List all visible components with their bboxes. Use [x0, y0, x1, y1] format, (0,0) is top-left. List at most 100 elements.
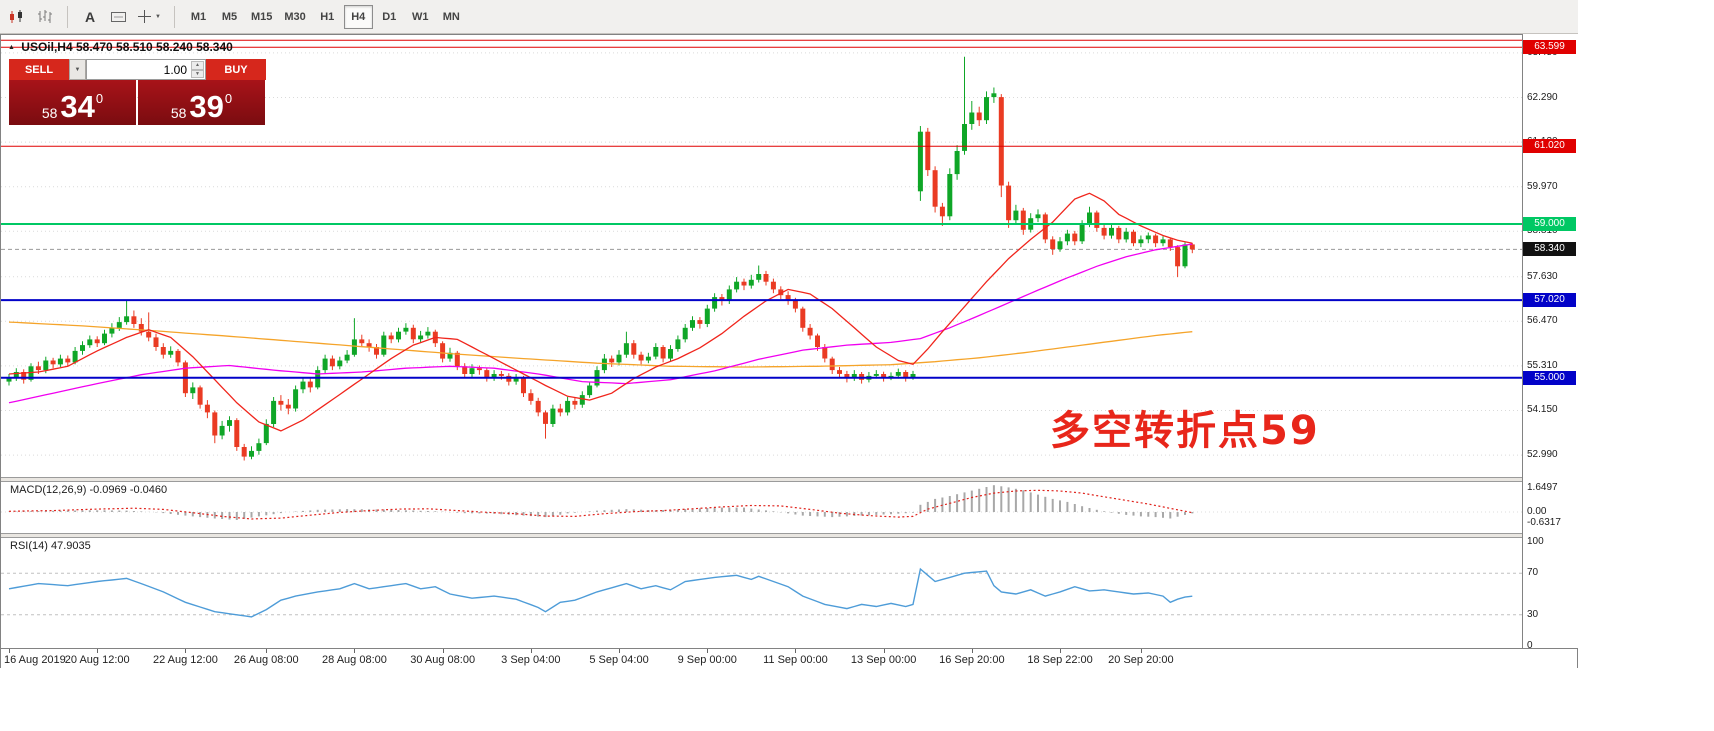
buy-price-integer: 58	[170, 105, 187, 121]
ohlc-bars-icon	[38, 10, 52, 23]
price-level-badge: 63.599	[1523, 40, 1576, 55]
volume-input[interactable]	[87, 60, 205, 79]
timeframe-h1-button[interactable]: H1	[313, 5, 342, 29]
toolbar: A ▼ M1 M5 M15 M30 H1 H4 D1 W1 MN	[0, 0, 1578, 34]
time-axis-label: 30 Aug 08:00	[410, 654, 476, 666]
sell-price-point: 0	[95, 91, 104, 106]
timeframe-m1-button[interactable]: M1	[184, 5, 213, 29]
timeframe-m5-button[interactable]: M5	[215, 5, 244, 29]
price-axis[interactable]: 63.45062.29061.13059.97058.81057.63056.4…	[1522, 34, 1578, 648]
order-type-dropdown[interactable]: ▼	[69, 59, 86, 80]
buy-price-point: 0	[224, 91, 233, 106]
rsi-axis-label: 30	[1527, 608, 1539, 620]
time-axis-tick	[619, 649, 621, 653]
rectangle-tool-button[interactable]	[105, 4, 131, 30]
main-chart-canvas[interactable]	[1, 36, 1522, 477]
price-axis-label: 55.310	[1527, 359, 1558, 371]
time-axis-tick	[442, 649, 444, 653]
crosshair-icon	[138, 10, 151, 23]
candlestick-chart-icon	[10, 9, 22, 23]
time-axis-tick	[354, 649, 356, 653]
buy-price-pips: 39	[189, 89, 224, 124]
time-axis-tick	[971, 649, 973, 653]
volume-decrease-button[interactable]: ▼	[191, 69, 204, 78]
buy-price-box[interactable]: 58 39 0	[138, 80, 265, 125]
rsi-axis-label: 100	[1527, 536, 1544, 547]
time-axis-label: 16 Aug 2019	[4, 654, 66, 666]
toolbar-separator	[67, 5, 68, 28]
timeframe-w1-button[interactable]: W1	[406, 5, 435, 29]
text-tool-button[interactable]: A	[77, 4, 103, 30]
volume-field-wrap: ▲ ▼	[86, 59, 206, 80]
price-axis-label: 56.470	[1527, 315, 1558, 327]
price-level-badge: 59.000	[1523, 217, 1576, 231]
buy-button[interactable]: BUY	[206, 59, 266, 80]
price-axis-label: 54.150	[1527, 404, 1558, 416]
rsi-indicator-title: RSI(14) 47.9035	[10, 540, 91, 552]
macd-axis-label: 0.00	[1527, 506, 1547, 517]
time-axis-label: 3 Sep 04:00	[501, 654, 561, 666]
price-axis-label: 62.290	[1527, 91, 1558, 103]
panel-resize-handle[interactable]	[1, 533, 1522, 538]
rectangle-tool-icon	[110, 11, 126, 22]
time-axis-label: 18 Sep 22:00	[1027, 654, 1093, 666]
time-axis[interactable]: 16 Aug 2019 20 Aug 12:00 22 Aug 12:00 26 Au…	[1, 648, 1577, 668]
ohlc-bars-button[interactable]	[32, 4, 58, 30]
current-price-badge: 58.340	[1523, 242, 1576, 257]
time-axis-label: 26 Aug 08:00	[233, 654, 299, 666]
time-axis-tick	[266, 649, 268, 653]
time-axis-label: 20 Sep 20:00	[1108, 654, 1174, 666]
chart-annotation: 多空转折点59	[1050, 408, 1320, 454]
time-axis-label: 16 Sep 20:00	[939, 654, 1005, 666]
timeframe-d1-button[interactable]: D1	[375, 5, 404, 29]
time-axis-tick	[185, 649, 187, 653]
crosshair-tool-button[interactable]: ▼	[133, 4, 165, 30]
sell-price-box[interactable]: 58 34 0	[9, 80, 136, 125]
time-axis-label: 9 Sep 00:00	[677, 654, 737, 666]
time-axis-label: 11 Sep 00:00	[763, 654, 828, 666]
sell-price-pips: 34	[60, 89, 95, 124]
timeframe-m30-button[interactable]: M30	[279, 5, 310, 29]
timeframe-h4-button[interactable]: H4	[343, 4, 373, 29]
time-axis-tick	[530, 649, 532, 653]
one-click-panel-toggle-icon[interactable]: ▲	[8, 44, 15, 51]
time-axis-label: 13 Sep 00:00	[850, 654, 917, 666]
rsi-axis-label: 70	[1527, 567, 1539, 579]
chart-title: ▲ USOil,H4 58.470 58.510 58.240 58.340	[8, 40, 233, 54]
macd-indicator-title: MACD(12,26,9) -0.0969 -0.0460	[10, 484, 168, 496]
time-axis-tick	[97, 649, 99, 653]
macd-axis-label: 1.6497	[1527, 482, 1558, 494]
time-axis-label: 20 Aug 12:00	[64, 654, 130, 666]
price-axis-label: 59.970	[1527, 180, 1558, 192]
symbol-timeframe-label: USOil,H4	[21, 40, 73, 54]
price-level-badge: 55.000	[1523, 370, 1576, 385]
volume-increase-button[interactable]: ▲	[191, 61, 204, 70]
panel-resize-handle[interactable]	[1, 477, 1522, 482]
volume-spinner: ▲ ▼	[191, 61, 204, 78]
time-axis-tick	[1140, 649, 1142, 653]
time-axis-tick	[9, 649, 10, 653]
timeframe-m15-button[interactable]: M15	[246, 5, 277, 29]
price-axis-label: 57.630	[1527, 270, 1558, 282]
price-level-badge: 57.020	[1523, 293, 1576, 308]
rsi-panel-canvas[interactable]	[1, 538, 1522, 647]
time-axis-label: 22 Aug 12:00	[152, 654, 218, 666]
time-axis-tick	[795, 649, 797, 653]
sell-price-integer: 58	[41, 105, 58, 121]
ohlc-values: 58.470 58.510 58.240 58.340	[75, 40, 233, 54]
price-axis-label: 52.990	[1527, 449, 1558, 461]
chevron-down-icon: ▼	[155, 13, 161, 20]
timeframe-mn-button[interactable]: MN	[437, 5, 466, 29]
rsi-axis-label: 0	[1527, 640, 1533, 648]
time-axis-tick	[1060, 649, 1062, 653]
sell-button[interactable]: SELL	[9, 59, 69, 80]
price-level-badge: 61.020	[1523, 139, 1576, 154]
time-axis-tick	[707, 649, 709, 653]
macd-axis-label: -0.6317	[1527, 517, 1561, 529]
macd-panel-canvas[interactable]	[1, 482, 1522, 533]
candlestick-chart-button[interactable]	[4, 4, 30, 30]
toolbar-separator	[173, 5, 175, 28]
text-tool-icon: A	[84, 8, 96, 25]
one-click-trade-panel: SELL ▼ ▲ ▼ BUY 58 34 0 58 39 0	[9, 59, 266, 125]
